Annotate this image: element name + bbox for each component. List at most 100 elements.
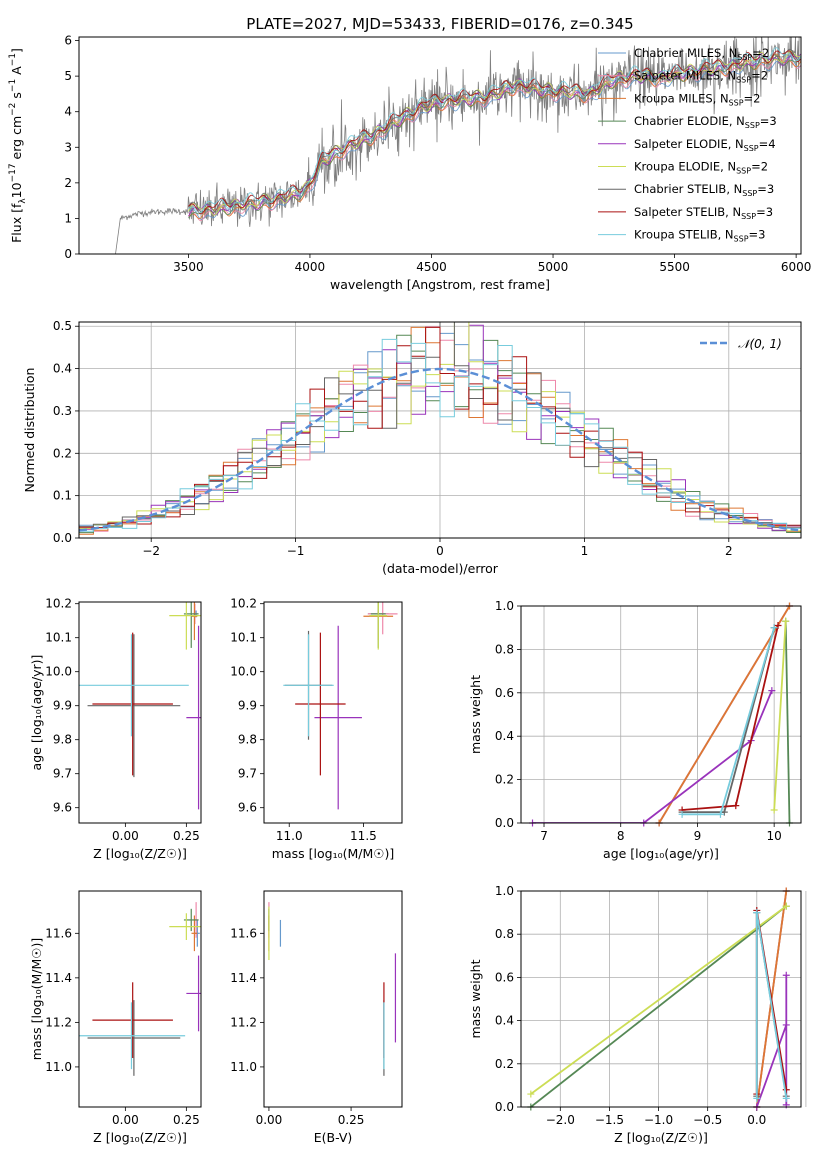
spectrum-axes: 3500 4000 4500 5000 5500 6000 0 1 2 3 4 5 6 wavelengt… bbox=[8, 34, 811, 292]
x-tick-label: 0.25 bbox=[338, 1113, 365, 1127]
weight-marker bbox=[768, 687, 776, 695]
x-tick-label: 0.00 bbox=[112, 829, 139, 843]
y-tick-label: 3 bbox=[64, 140, 72, 154]
x-tick-label: 1 bbox=[581, 544, 589, 558]
y-tick-label: 0.4 bbox=[495, 1014, 514, 1028]
y-tick-label: 0.1 bbox=[53, 489, 72, 503]
age-weight-ylabel: mass weight bbox=[468, 675, 483, 754]
y-tick-label: 0.2 bbox=[495, 773, 514, 787]
y-tick-label: 0.5 bbox=[53, 319, 72, 333]
y-tick-label: 6 bbox=[64, 34, 72, 48]
weight-marker bbox=[753, 909, 761, 917]
x-tick-label: 0.25 bbox=[173, 1113, 200, 1127]
weight-series bbox=[530, 905, 787, 1107]
x-tick-label: 11.5 bbox=[350, 829, 377, 843]
y-tick-label: 11.2 bbox=[230, 1015, 257, 1029]
x-tick-label: 0 bbox=[436, 544, 444, 558]
x-tick-label: 8 bbox=[617, 829, 625, 843]
weight-series bbox=[784, 621, 791, 823]
weight-marker bbox=[753, 1094, 761, 1102]
residuals-axes: −2 −1 0 1 2 0.0 0.1 0.2 0.3 0.4 0.5 (data-model)/er… bbox=[22, 319, 801, 576]
x-tick-label: 2 bbox=[725, 544, 733, 558]
y-tick-label: 9.8 bbox=[53, 733, 72, 747]
legend-entry: Kroupa ELODIE, NSSP=2 bbox=[634, 160, 768, 176]
weight-marker bbox=[774, 622, 782, 630]
y-tick-label: 11.2 bbox=[45, 1015, 72, 1029]
y-tick-label: 0.0 bbox=[53, 531, 72, 545]
legend-entry: Salpeter ELODIE, NSSP=4 bbox=[634, 137, 776, 153]
weight-marker bbox=[770, 624, 778, 632]
weight-series bbox=[532, 690, 773, 823]
y-tick-label: 5 bbox=[64, 69, 72, 83]
x-tick-label: −1 bbox=[287, 544, 305, 558]
y-tick-label: 0.4 bbox=[495, 729, 514, 743]
weight-marker bbox=[732, 802, 740, 810]
z-weight-xlabel: Z [log₁₀(Z/Z☉)] bbox=[614, 1130, 708, 1145]
model-spectrum bbox=[188, 47, 801, 214]
y-tick-label: 0.2 bbox=[495, 1057, 514, 1071]
weight-series bbox=[658, 606, 791, 823]
x-tick-label: 11.0 bbox=[276, 829, 303, 843]
z-age-xlabel: Z [log₁₀(Z/Z☉)] bbox=[93, 846, 187, 861]
y-tick-label: 11.4 bbox=[230, 971, 257, 985]
y-tick-label: 0.4 bbox=[53, 362, 72, 376]
x-tick-label: 5500 bbox=[659, 260, 690, 274]
ebv-mass-frame bbox=[263, 890, 403, 1108]
model-spectrum bbox=[188, 50, 801, 215]
residuals-frame bbox=[78, 321, 802, 539]
y-tick-label: 10.2 bbox=[45, 597, 72, 611]
y-tick-label: 10.2 bbox=[230, 597, 257, 611]
spectrum-xlabel: wavelength [Angstrom, rest frame] bbox=[330, 277, 550, 292]
model-spectrum bbox=[188, 52, 801, 217]
weight-series bbox=[530, 905, 787, 1095]
y-tick-label: 11.6 bbox=[230, 926, 257, 940]
legend-entry: Kroupa MILES, NSSP=2 bbox=[634, 91, 760, 107]
y-tick-label: 4 bbox=[64, 105, 72, 119]
x-tick-label: 6000 bbox=[781, 260, 812, 274]
y-tick-label: 1.0 bbox=[495, 599, 514, 613]
y-tick-label: 0.6 bbox=[495, 970, 514, 984]
legend-entry: Kroupa STELIB, NSSP=3 bbox=[634, 228, 765, 244]
mass-age-axes: 11.0 11.5 9.6 9.7 9.8 9.9 10.0 10.1 10.2 mass [lo… bbox=[230, 597, 394, 861]
y-tick-label: 0.8 bbox=[495, 927, 514, 941]
residuals-ylabel: Normed distribution bbox=[22, 368, 37, 493]
y-tick-label: 9.6 bbox=[238, 801, 257, 815]
y-tick-label: 9.6 bbox=[53, 801, 72, 815]
x-tick-label: 0.0 bbox=[747, 1113, 766, 1127]
weight-marker bbox=[782, 971, 790, 979]
spectrum-ylabel: Flux [fλ10−17 erg cm−2 s−1 A−1] bbox=[8, 48, 28, 243]
age-weight-xlabel: age [log₁₀(age/yr)] bbox=[603, 846, 719, 861]
normal-reference-curve bbox=[79, 367, 799, 532]
y-tick-label: 10.0 bbox=[45, 665, 72, 679]
y-tick-label: 11.0 bbox=[230, 1060, 257, 1074]
y-tick-label: 10.0 bbox=[230, 665, 257, 679]
x-tick-label: −1.5 bbox=[595, 1113, 624, 1127]
y-tick-label: 1.0 bbox=[495, 884, 514, 898]
z-weight-axes: −2.0 −1.5 −1.0 −0.5 0.0 0.0 0.2 0.4 0.6 0.8 1.0 Z [… bbox=[468, 884, 807, 1145]
weight-marker bbox=[782, 1086, 790, 1094]
legend-entry: Chabrier ELODIE, NSSP=3 bbox=[634, 114, 777, 130]
ebv-mass-xlabel: E(B-V) bbox=[314, 1130, 353, 1145]
z-weight-frame bbox=[520, 890, 802, 1108]
z-weight-ylabel: mass weight bbox=[468, 959, 483, 1038]
y-tick-label: 0.3 bbox=[53, 404, 72, 418]
x-tick-label: 7 bbox=[540, 829, 548, 843]
y-tick-label: 9.7 bbox=[53, 767, 72, 781]
x-tick-label: 10 bbox=[767, 829, 782, 843]
y-tick-label: 0.2 bbox=[53, 446, 72, 460]
y-tick-label: 10.1 bbox=[45, 631, 72, 645]
y-tick-label: 0.8 bbox=[495, 642, 514, 656]
y-tick-label: 9.9 bbox=[238, 699, 257, 713]
age-weight-frame bbox=[520, 605, 802, 824]
y-tick-label: 0.0 bbox=[495, 816, 514, 830]
z-mass-xlabel: Z [log₁₀(Z/Z☉)] bbox=[93, 1130, 187, 1145]
weight-marker bbox=[782, 1094, 790, 1102]
z-age-frame bbox=[78, 601, 202, 824]
residual-histogram bbox=[79, 338, 801, 533]
residual-histogram bbox=[79, 326, 801, 530]
x-tick-label: −2 bbox=[142, 544, 160, 558]
weight-marker bbox=[782, 902, 790, 910]
x-tick-label: 0.25 bbox=[173, 829, 200, 843]
mass-age-xlabel: mass [log₁₀(M/M☉)] bbox=[272, 846, 394, 861]
weight-marker bbox=[678, 810, 686, 818]
